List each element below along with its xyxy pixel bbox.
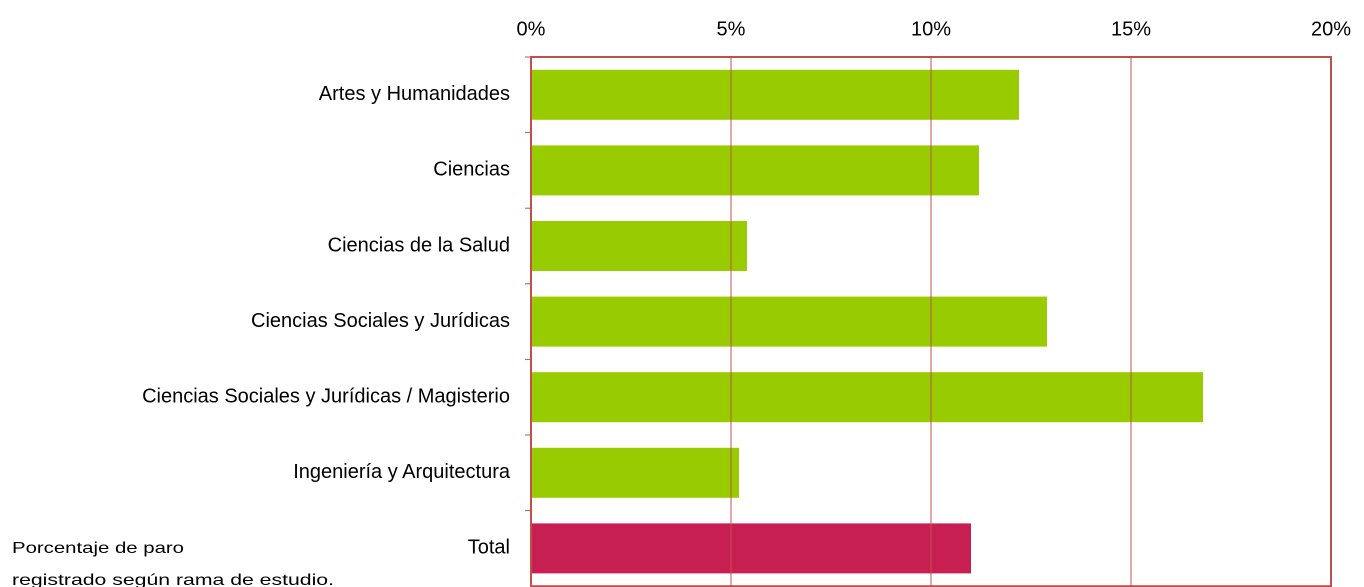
x-tick-label: 20%: [1311, 18, 1351, 40]
y-tick-label: Ingeniería y Arquitectura: [293, 461, 511, 483]
bar: [531, 523, 971, 574]
bar: [531, 69, 1019, 120]
bar: [531, 296, 1047, 347]
annotation: registrado según rama de estudio.: [12, 572, 334, 587]
bar: [531, 221, 747, 271]
bar: [531, 145, 979, 196]
bar: [531, 372, 1203, 423]
bar: [531, 447, 739, 498]
x-tick-label: 15%: [1111, 18, 1151, 40]
y-tick-label: Ciencias: [433, 159, 510, 181]
plot-border: [530, 56, 1332, 587]
y-tick-label: Ciencias Sociales y Jurídicas: [251, 310, 510, 332]
x-tick-label: 5%: [717, 18, 746, 40]
y-tick-label: Ciencias de la Salud: [328, 234, 510, 256]
y-tick-label: Artes y Humanidades: [319, 83, 510, 105]
y-tick-label: Total: [468, 537, 510, 559]
x-tick-label: 10%: [911, 18, 951, 40]
annotation: Porcentaje de paro: [12, 540, 184, 557]
x-tick-label: 0%: [517, 18, 546, 40]
y-tick-label: Ciencias Sociales y Jurídicas / Magister…: [142, 385, 510, 407]
